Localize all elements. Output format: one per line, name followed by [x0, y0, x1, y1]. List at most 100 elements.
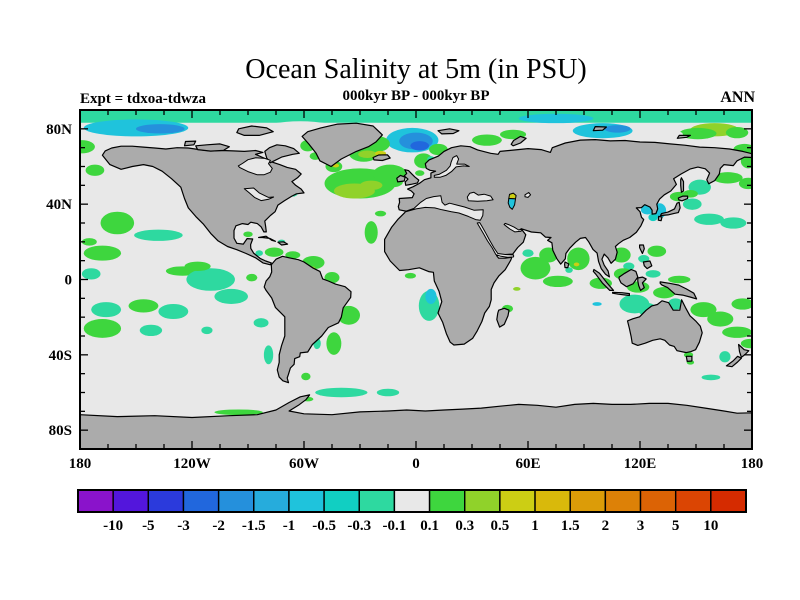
colorbar-cell — [464, 489, 501, 513]
landmass-banks-island — [183, 140, 197, 147]
anomaly-patch — [134, 229, 183, 241]
anomaly-patch — [243, 231, 253, 238]
landmass-baffin-island — [264, 144, 300, 164]
anomaly-patch — [719, 351, 731, 363]
anomaly-patch — [647, 245, 667, 257]
anomaly-patch — [529, 128, 557, 141]
colorbar-cell — [253, 489, 290, 513]
anomaly-patch — [567, 247, 590, 271]
colorbar-cell — [639, 489, 677, 513]
map-area — [80, 110, 752, 449]
anomaly-patch — [694, 213, 724, 225]
landmass-iceland — [372, 154, 391, 162]
landmass-madagascar — [496, 307, 510, 328]
water-body-caspian-sea-south — [507, 198, 516, 210]
colorbar-cell — [77, 489, 114, 513]
season-label: ANN — [720, 89, 755, 106]
colorbar-label: 10 — [703, 518, 718, 534]
colorbar-cell — [428, 489, 466, 513]
lat-tick-label: 80N — [46, 122, 72, 138]
water-body-hudson-bay — [237, 157, 273, 176]
lon-tick-label: 60E — [515, 456, 540, 472]
colorbar-cell — [674, 489, 712, 513]
anomaly-patch — [472, 134, 502, 146]
anomaly-patch — [136, 124, 185, 134]
water-body-baltic-sea — [433, 155, 470, 178]
anomaly-patch — [653, 129, 683, 140]
anomaly-patch — [263, 345, 274, 365]
anomaly-patch — [253, 318, 269, 328]
colorbar-cell — [499, 489, 536, 513]
colorbar-label: -10 — [103, 518, 123, 534]
colorbar-label: 3 — [637, 518, 645, 534]
anomaly-patch — [201, 326, 213, 335]
anomaly-patch — [592, 302, 602, 306]
lat-tick-label: 40S — [49, 348, 72, 364]
anomaly-patch — [410, 141, 430, 151]
landmass-novaya-zemlya — [510, 135, 527, 147]
landmass-luzon — [638, 244, 645, 255]
water-body-great-lakes — [243, 187, 275, 202]
landmass-sulawesi — [637, 276, 647, 291]
anomaly-patch — [214, 288, 248, 304]
colorbar-cell — [569, 489, 607, 513]
anomaly-patch — [301, 372, 311, 381]
anomaly-patch — [246, 273, 258, 282]
anomaly-patch — [364, 221, 378, 244]
anomaly-patch — [707, 311, 734, 327]
anomaly-patch — [731, 298, 752, 310]
anomaly-patch — [722, 326, 752, 338]
anomaly-patch — [358, 150, 377, 159]
colorbar-label: -5 — [142, 518, 155, 534]
colorbar-label: 0.3 — [455, 518, 474, 534]
landmass-ireland — [396, 174, 406, 183]
anomaly-patch — [374, 210, 387, 217]
landmass-sri-lanka — [563, 261, 570, 269]
anomaly-patch — [128, 299, 159, 313]
landmass-ellesmere-island — [236, 125, 274, 136]
anomaly-patch — [376, 388, 400, 397]
anomaly-patch — [712, 172, 743, 184]
landmass-sumatra — [592, 268, 615, 291]
landmass-svalbard — [437, 128, 460, 135]
anomaly-patch — [573, 262, 580, 267]
colorbar-frame — [77, 489, 747, 513]
landmass-honshu — [659, 201, 681, 217]
axis-ticks — [79, 110, 753, 449]
anomaly-patch — [81, 238, 97, 246]
landmass-greenland — [301, 122, 383, 168]
colorbar-label: -3 — [177, 518, 190, 534]
landmass-new-guinea — [659, 281, 698, 300]
colorbar: -10 -5 -3 -2 -1.5 -1 -0.5 -0.3 -0.1 0.1 0.3 0.5 1 1.5… — [77, 489, 747, 534]
landmass-great-britain — [403, 169, 420, 186]
colorbar-cell — [182, 489, 220, 513]
landmass-antarctica — [80, 394, 752, 449]
landmass-severnaya-zemlya — [592, 125, 608, 132]
lat-tick-label: 40N — [46, 197, 72, 213]
anomaly-patch — [604, 125, 631, 133]
anomaly-patch — [404, 272, 416, 279]
landmass-south-america — [263, 255, 352, 384]
colorbar-label: -0.1 — [383, 518, 407, 534]
water-body-red-sea — [476, 222, 515, 258]
lon-tick-label: 120E — [624, 456, 657, 472]
experiment-label: Expt = tdxoa-tdwza — [80, 91, 207, 107]
landmass-afro-eurasia — [384, 139, 752, 346]
colorbar-label: -0.3 — [347, 518, 371, 534]
lon-tick-label: 180 — [741, 456, 764, 472]
colorbar-cell — [358, 489, 396, 513]
anomaly-patch — [690, 302, 717, 318]
colorbar-label: 2 — [602, 518, 610, 534]
landmass-mindanao — [642, 260, 653, 270]
colorbar-cell — [604, 489, 642, 513]
landmass-sakhalin — [680, 177, 685, 193]
anomaly-patch — [80, 140, 95, 154]
water-body-aral-sea — [524, 192, 532, 198]
landmass-hokkaido — [677, 195, 689, 202]
anomaly-patch — [720, 217, 747, 229]
water-body-persian-gulf — [503, 222, 522, 233]
water-body-caspian-sea-north — [508, 192, 517, 200]
anomaly-patch — [83, 319, 122, 338]
